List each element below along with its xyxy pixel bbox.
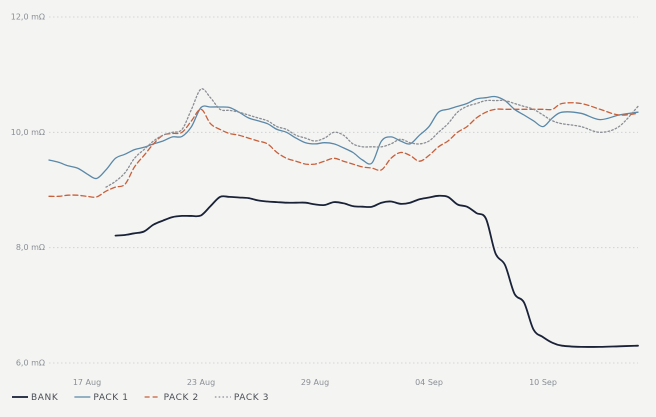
x-tick-label-17-aug: 17 Aug [73, 378, 101, 387]
series-line-pack-1 [48, 95, 639, 180]
y-tick-label-10-0-m: 10,0 mΩ [11, 128, 45, 137]
series-lines [48, 88, 639, 348]
x-tick-label-29-aug: 29 Aug [301, 378, 329, 387]
y-tick-label-12-0-m: 12,0 mΩ [11, 13, 45, 22]
legend-label-pack-3: PACK 3 [234, 393, 269, 403]
legend-label-pack-1: PACK 1 [93, 393, 128, 403]
legend: BANK PACK 1 PACK 2 PACK 3 [12, 393, 269, 403]
x-axis-labels: 17 Aug 23 Aug 29 Aug 04 Sep 10 Sep [73, 378, 557, 387]
series-line-pack-2 [48, 102, 639, 198]
y-axis-labels: 6,0 mΩ 8,0 mΩ 10,0 mΩ 12,0 mΩ [11, 13, 45, 368]
x-tick-label-04-sep: 04 Sep [415, 378, 443, 387]
x-tick-label-10-sep: 10 Sep [529, 378, 557, 387]
legend-label-pack-2: PACK 2 [164, 393, 199, 403]
y-tick-label-6-0-m: 6,0 mΩ [16, 359, 45, 368]
series-line-pack-3 [105, 88, 639, 188]
y-tick-label-8-0-m: 8,0 mΩ [16, 243, 45, 252]
x-tick-label-23-aug: 23 Aug [187, 378, 215, 387]
series-line-bank [114, 194, 639, 348]
legend-label-bank: BANK [31, 393, 59, 403]
